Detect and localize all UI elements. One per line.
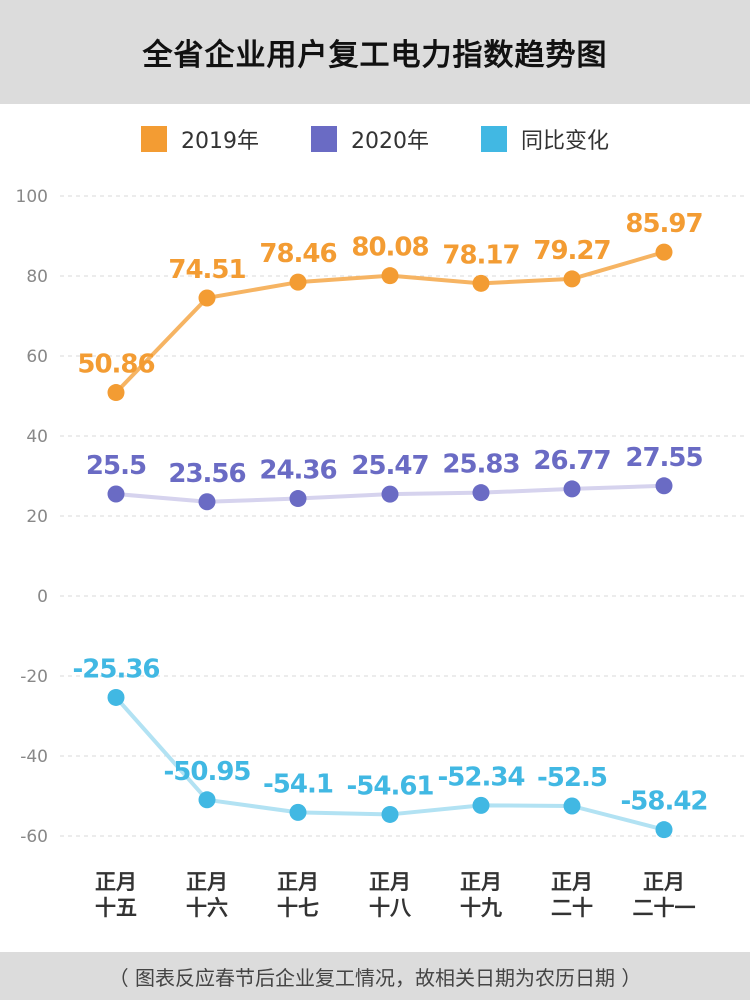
data-point xyxy=(107,485,125,503)
x-tick-label: 十八 xyxy=(369,896,412,920)
x-tick-label: 正月 xyxy=(186,870,228,894)
data-label: -52.34 xyxy=(437,762,524,792)
data-label: 80.08 xyxy=(351,233,428,263)
x-tick-label: 二十一 xyxy=(633,896,696,920)
data-point xyxy=(563,270,581,288)
data-point xyxy=(472,796,490,814)
data-label: 85.97 xyxy=(625,209,702,239)
y-tick-label: 80 xyxy=(26,267,48,287)
data-label: 74.51 xyxy=(168,255,245,285)
data-point xyxy=(381,805,399,823)
data-point xyxy=(198,791,216,809)
legend-swatch-yoy xyxy=(480,126,507,152)
y-tick-label: -40 xyxy=(20,747,48,767)
x-tick-label: 十九 xyxy=(460,896,502,920)
legend-swatch-2020 xyxy=(310,126,337,152)
x-tick-label: 正月 xyxy=(277,870,319,894)
data-point xyxy=(655,477,673,495)
data-label: 78.46 xyxy=(259,239,336,269)
y-tick-label: 100 xyxy=(16,187,48,207)
data-point xyxy=(289,803,307,821)
data-point xyxy=(107,384,125,402)
x-tick-label: 十七 xyxy=(277,896,319,920)
y-tick-label: 40 xyxy=(26,427,48,447)
data-label: -54.61 xyxy=(346,771,433,801)
legend: 2019年 2020年 同比变化 xyxy=(0,123,750,155)
data-label: 26.77 xyxy=(533,446,610,476)
footer-bar: （ 图表反应春节后企业复工情况，故相关日期为农历日期 ） xyxy=(0,952,750,1000)
legend-label-yoy: 同比变化 xyxy=(520,129,609,154)
x-tick-label: 二十 xyxy=(551,896,593,920)
x-tick-label: 正月 xyxy=(643,870,685,894)
data-label: 50.86 xyxy=(77,350,154,380)
data-point xyxy=(655,821,673,839)
data-point xyxy=(563,480,581,498)
x-tick-label: 十五 xyxy=(95,896,137,920)
data-point xyxy=(198,493,216,511)
legend-swatch-2019 xyxy=(140,126,167,152)
data-point xyxy=(563,797,581,815)
data-point xyxy=(198,289,216,307)
y-tick-label: -20 xyxy=(20,667,48,687)
data-point xyxy=(107,688,125,706)
data-label: 23.56 xyxy=(168,459,245,489)
data-point xyxy=(289,273,307,291)
footer-note: （ 图表反应春节后企业复工情况，故相关日期为农历日期 ） xyxy=(108,965,642,990)
data-label: 25.83 xyxy=(442,450,519,480)
legend-label-2020: 2020年 xyxy=(350,129,429,154)
data-label: 78.17 xyxy=(442,240,519,270)
data-label: -54.1 xyxy=(263,769,333,799)
data-label: 24.36 xyxy=(259,456,336,486)
x-tick-label: 正月 xyxy=(460,870,502,894)
legend-item-2019: 2019年 xyxy=(140,123,259,155)
chart-title: 全省企业用户复工电力指数趋势图 xyxy=(142,38,608,73)
data-label: 25.5 xyxy=(86,451,146,481)
data-point xyxy=(472,484,490,502)
legend-item-2020: 2020年 xyxy=(310,123,429,155)
y-tick-label: 0 xyxy=(37,587,48,607)
data-point xyxy=(381,485,399,503)
x-tick-label: 正月 xyxy=(369,870,411,894)
data-point xyxy=(472,274,490,292)
x-tick-label: 正月 xyxy=(95,870,137,894)
data-label: 79.27 xyxy=(533,236,610,266)
y-tick-label: 60 xyxy=(26,347,48,367)
data-label: -50.95 xyxy=(163,757,250,787)
x-tick-label: 正月 xyxy=(551,870,593,894)
data-label: 27.55 xyxy=(625,443,702,473)
data-point xyxy=(381,267,399,285)
data-point xyxy=(289,490,307,508)
legend-label-2019: 2019年 xyxy=(180,129,259,154)
header-bar: 全省企业用户复工电力指数趋势图 xyxy=(0,0,750,104)
x-tick-label: 十六 xyxy=(186,896,228,920)
legend-item-yoy: 同比变化 xyxy=(480,123,609,155)
data-label: -25.36 xyxy=(72,654,159,684)
data-label: -52.5 xyxy=(537,763,607,793)
data-point xyxy=(655,243,673,261)
data-label: -58.42 xyxy=(620,787,707,817)
data-label: 25.47 xyxy=(351,451,428,481)
y-tick-label: -60 xyxy=(20,827,48,847)
y-tick-label: 20 xyxy=(26,507,48,527)
